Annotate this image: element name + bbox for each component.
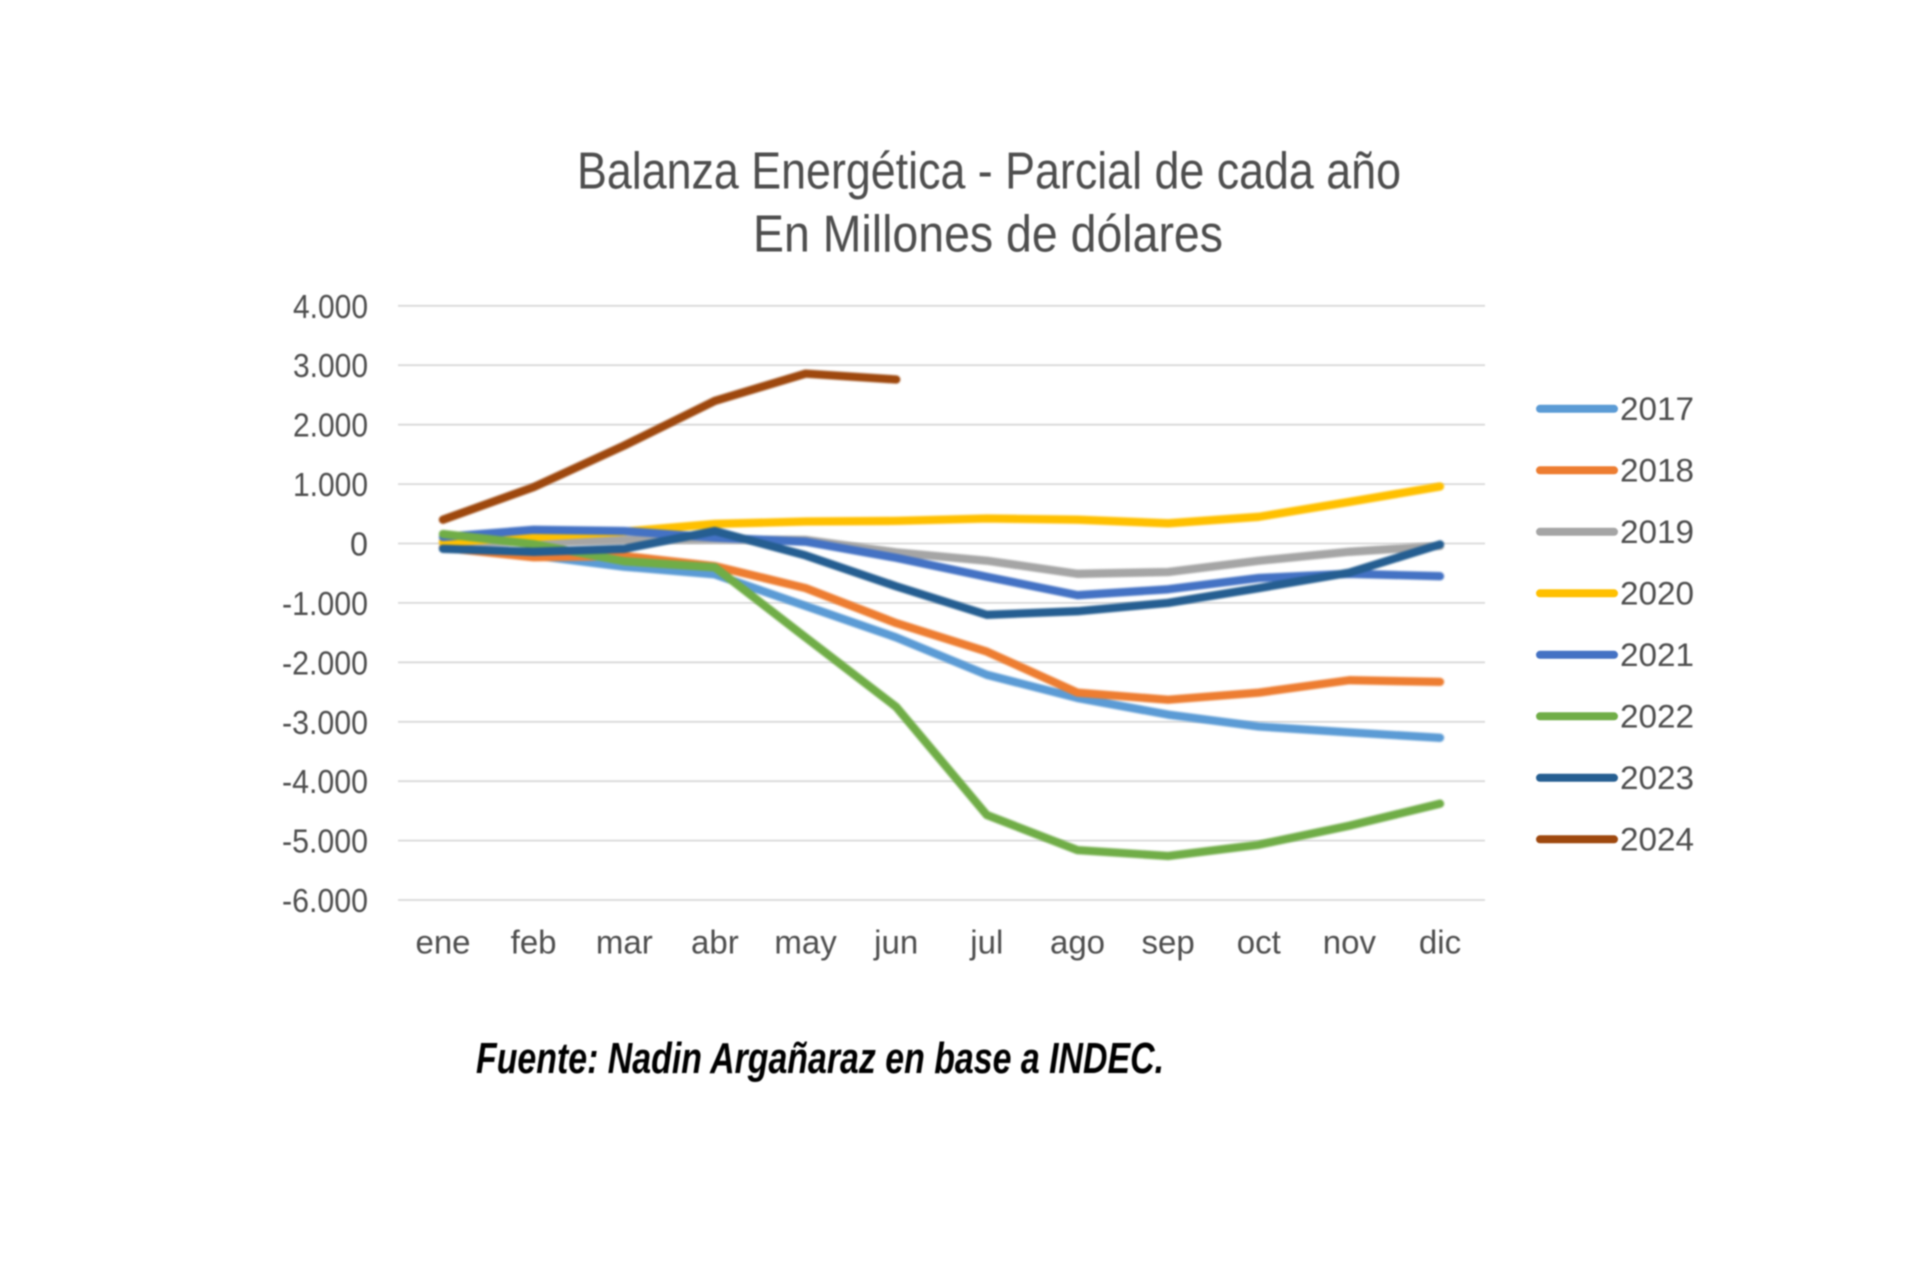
svg-text:0: 0 bbox=[350, 526, 368, 563]
svg-text:-6.000: -6.000 bbox=[282, 882, 368, 919]
svg-text:jun: jun bbox=[873, 924, 918, 961]
svg-text:2021: 2021 bbox=[1620, 637, 1694, 673]
svg-text:oct: oct bbox=[1237, 924, 1281, 961]
svg-text:ago: ago bbox=[1050, 924, 1105, 961]
svg-text:dic: dic bbox=[1419, 924, 1461, 961]
svg-text:ene: ene bbox=[415, 924, 470, 961]
svg-text:mar: mar bbox=[596, 924, 653, 961]
svg-text:-2.000: -2.000 bbox=[282, 644, 368, 681]
svg-text:2018: 2018 bbox=[1620, 453, 1694, 489]
svg-text:feb: feb bbox=[511, 924, 557, 961]
svg-text:abr: abr bbox=[691, 924, 739, 961]
svg-text:2019: 2019 bbox=[1620, 514, 1694, 550]
svg-text:2023: 2023 bbox=[1620, 760, 1694, 796]
svg-text:-4.000: -4.000 bbox=[282, 763, 368, 800]
svg-text:Balanza Energética - Parcial d: Balanza Energética - Parcial de cada año bbox=[577, 143, 1401, 201]
svg-text:-1.000: -1.000 bbox=[282, 585, 368, 622]
svg-text:Fuente: Nadin Argañaraz en bas: Fuente: Nadin Argañaraz en base a INDEC. bbox=[476, 1034, 1164, 1083]
svg-text:1.000: 1.000 bbox=[293, 466, 368, 503]
svg-text:sep: sep bbox=[1141, 924, 1194, 961]
svg-text:2.000: 2.000 bbox=[293, 407, 368, 444]
svg-text:may: may bbox=[774, 924, 837, 961]
svg-text:-5.000: -5.000 bbox=[282, 823, 368, 860]
svg-text:En Millones de dólares: En Millones de dólares bbox=[753, 205, 1223, 263]
svg-text:4.000: 4.000 bbox=[293, 288, 368, 325]
svg-text:2022: 2022 bbox=[1620, 699, 1694, 735]
svg-text:2020: 2020 bbox=[1620, 576, 1694, 612]
svg-text:jul: jul bbox=[969, 924, 1003, 961]
svg-text:3.000: 3.000 bbox=[293, 347, 368, 384]
svg-text:nov: nov bbox=[1323, 924, 1377, 961]
svg-text:2017: 2017 bbox=[1620, 391, 1694, 427]
svg-text:2024: 2024 bbox=[1620, 822, 1694, 858]
svg-text:-3.000: -3.000 bbox=[282, 704, 368, 741]
